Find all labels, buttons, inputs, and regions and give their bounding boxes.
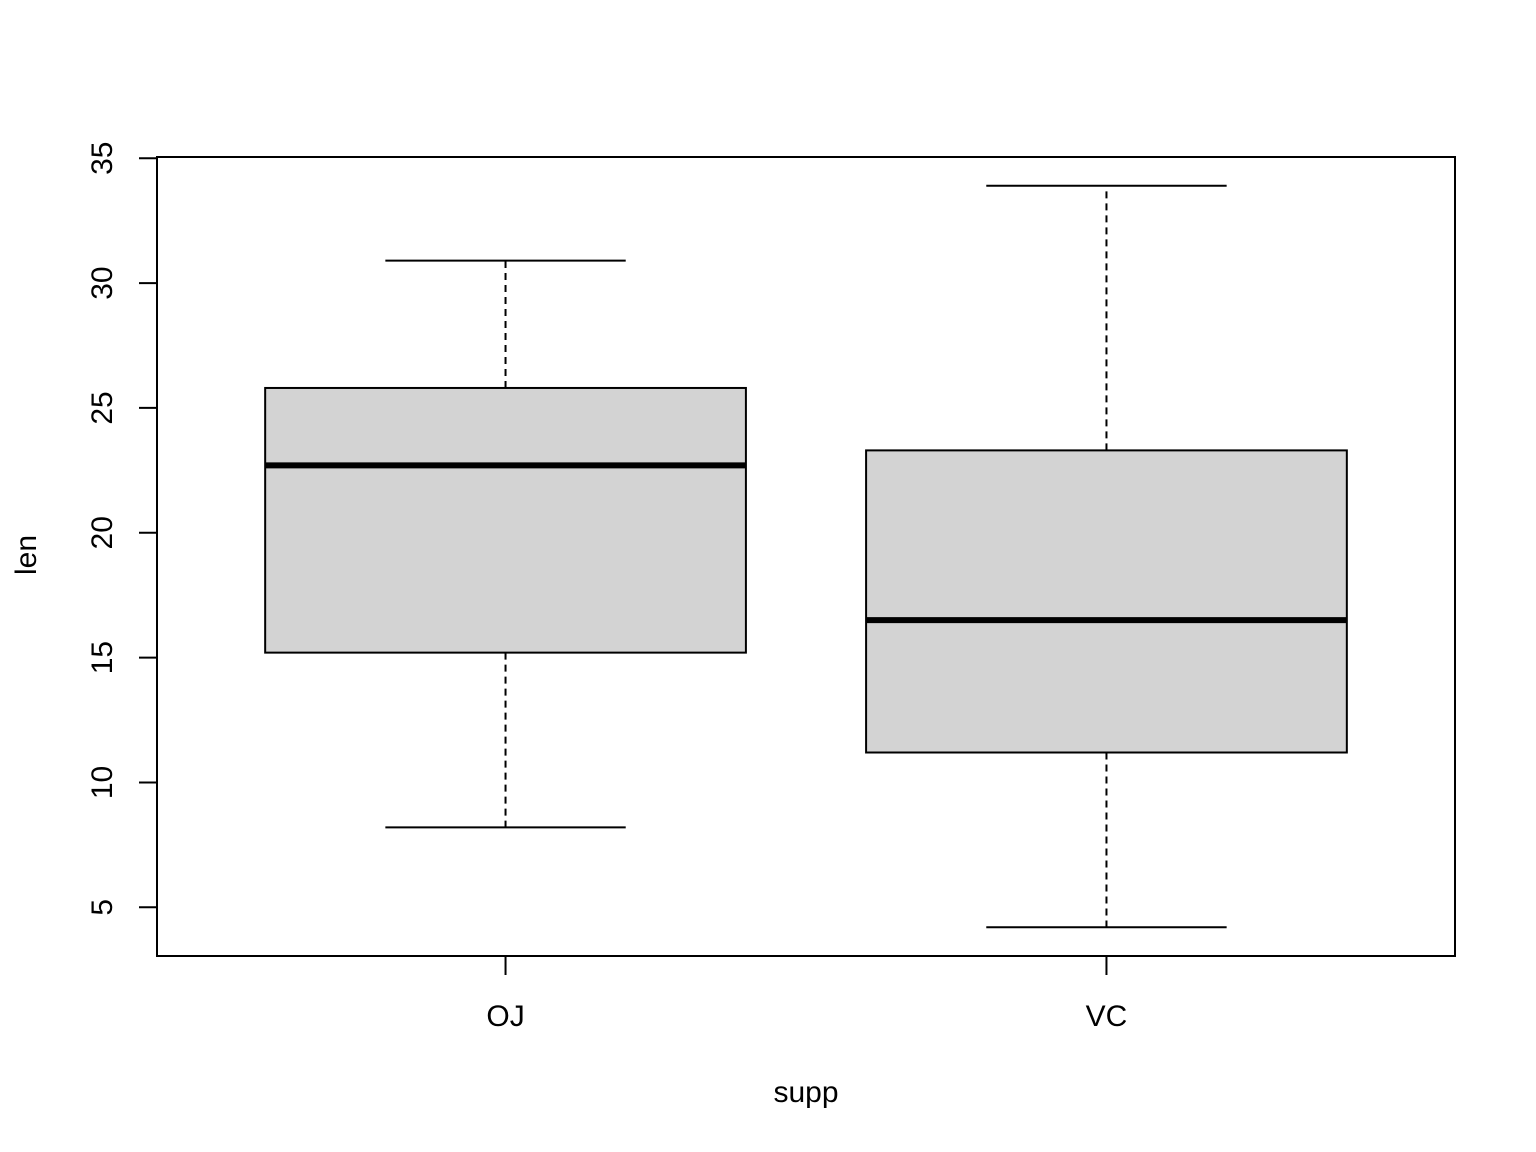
- y-axis-title: len: [10, 535, 43, 575]
- y-tick-label: 35: [86, 142, 119, 175]
- y-tick-label: 10: [86, 766, 119, 799]
- boxes-layer: [264, 184, 1348, 929]
- y-axis: 5 10 15 20 25 30 35: [86, 142, 158, 916]
- iqr-box: [865, 449, 1348, 754]
- iqr-box: [264, 386, 747, 654]
- box-vc: [865, 184, 1348, 929]
- y-tick-label: 5: [86, 899, 119, 916]
- y-tick-label: 25: [86, 391, 119, 424]
- y-tick-label: 30: [86, 266, 119, 299]
- box-oj: [264, 259, 747, 829]
- x-tick-label: VC: [1086, 1000, 1128, 1033]
- x-axis: OJ VC: [486, 956, 1127, 1033]
- x-axis-title: supp: [773, 1076, 838, 1109]
- y-tick-label: 15: [86, 641, 119, 674]
- y-tick-label: 20: [86, 516, 119, 549]
- x-tick-label: OJ: [486, 1000, 524, 1033]
